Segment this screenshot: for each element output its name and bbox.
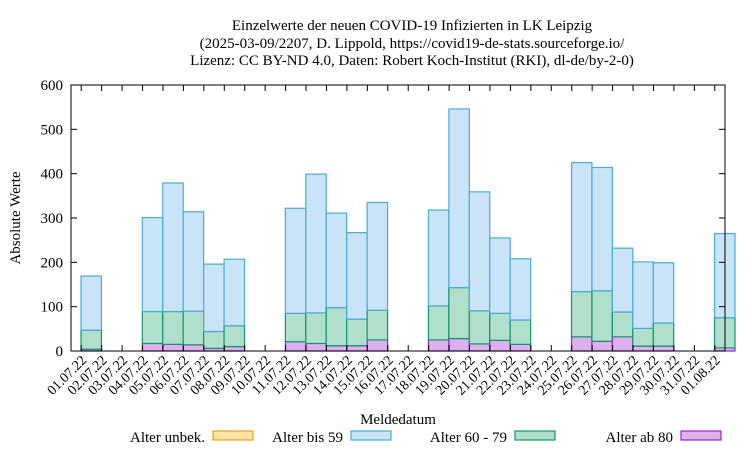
- bar-alter-60-79-20-07-22: [468, 310, 491, 345]
- bar-alter-ab-80-15-07-22: [366, 339, 389, 352]
- bar-alter-bis-59-21-07-22: [489, 237, 511, 314]
- y-tick-label: 0: [56, 344, 64, 360]
- bar-alter-60-79-25-07-22: [570, 290, 593, 338]
- bar-alter-60-79-21-07-22: [489, 312, 511, 341]
- bar-alter-ab-80-28-07-22: [632, 345, 654, 352]
- bar-alter-bis-59-01-07-22: [80, 275, 103, 331]
- x-axis-label: Meldedatum: [360, 412, 436, 428]
- bar-alter-bis-59-05-07-22: [162, 182, 184, 313]
- bar-alter-60-79-11-07-22: [284, 312, 307, 343]
- bar-alter-ab-80-12-07-22: [305, 342, 327, 352]
- chart-title: Einzelwerte der neuen COVID-19 Infiziert…: [190, 18, 634, 69]
- bar-alter-ab-80-27-07-22: [611, 336, 634, 352]
- y-axis-label: Absolute Werte: [8, 171, 24, 264]
- bar-alter-bis-59-15-07-22: [366, 201, 389, 311]
- bar-alter-ab-80-22-07-22: [509, 343, 532, 352]
- bars-layer: [80, 108, 736, 352]
- bar-alter-bis-59-13-07-22: [325, 212, 348, 309]
- bar-alter-ab-80-11-07-22: [284, 341, 307, 352]
- legend-swatch: [350, 430, 392, 441]
- bar-alter-ab-80-04-07-22: [141, 342, 164, 352]
- bar-alter-60-79-28-07-22: [632, 327, 654, 347]
- bar-alter-bis-59-08-07-22: [223, 258, 246, 327]
- bar-alter-bis-59-06-07-22: [182, 211, 205, 312]
- bar-alter-bis-59-29-07-22: [652, 262, 675, 324]
- bar-alter-ab-80-05-07-22: [162, 343, 184, 352]
- bar-alter-60-79-13-07-22: [325, 306, 348, 347]
- bar-alter-60-79-27-07-22: [611, 311, 634, 338]
- bar-alter-ab-80-19-07-22: [448, 337, 470, 352]
- bar-alter-ab-80-06-07-22: [182, 344, 205, 352]
- bar-alter-bis-59-14-07-22: [346, 232, 368, 320]
- bar-alter-ab-80-26-07-22: [591, 340, 613, 352]
- legend-swatch: [212, 430, 254, 441]
- bar-alter-60-79-15-07-22: [366, 309, 389, 341]
- bar-alter-60-79-05-07-22: [162, 310, 184, 345]
- bar-alter-bis-59-20-07-22: [468, 191, 491, 312]
- legend-label: Alter 60 - 79: [430, 430, 507, 446]
- bar-alter-ab-80-14-07-22: [346, 345, 368, 352]
- bar-alter-ab-80-13-07-22: [325, 345, 348, 352]
- bar-alter-60-79-22-07-22: [509, 319, 532, 345]
- bar-alter-60-79-08-07-22: [223, 325, 246, 348]
- chart-title-line-1: Einzelwerte der neuen COVID-19 Infiziert…: [232, 18, 593, 34]
- bar-alter-bis-59-12-07-22: [305, 173, 327, 314]
- bar-alter-ab-80-08-07-22: [223, 345, 246, 352]
- bar-alter-60-79-07-07-22: [203, 330, 225, 349]
- bar-alter-ab-80-20-07-22: [468, 343, 491, 352]
- legend: Alter unbek. Alter bis 59 Alter 60 - 79 Alt…: [130, 430, 722, 446]
- y-axis: 0 100 200 300 400 500 600: [41, 78, 725, 360]
- bar-alter-60-79-19-07-22: [448, 287, 470, 340]
- y-tick-label: 600: [41, 78, 64, 94]
- legend-label: Alter ab 80: [606, 430, 673, 446]
- bar-alter-bis-59-26-07-22: [591, 166, 613, 292]
- bar-alter-60-79-04-07-22: [141, 310, 164, 345]
- y-tick-label: 400: [41, 167, 64, 183]
- y-tick-label: 300: [41, 211, 64, 227]
- y-tick-label: 100: [41, 300, 64, 316]
- legend-label: Alter bis 59: [272, 430, 343, 446]
- bar-alter-bis-59-28-07-22: [632, 261, 654, 329]
- bar-alter-60-79-29-07-22: [652, 322, 675, 347]
- bar-alter-ab-80-18-07-22: [427, 339, 450, 352]
- bar-alter-60-79-18-07-22: [427, 305, 450, 341]
- legend-swatch: [514, 430, 556, 441]
- bar-alter-bis-59-11-07-22: [284, 207, 307, 314]
- legend-label: Alter unbek.: [130, 430, 205, 446]
- bar-alter-bis-59-07-07-22: [203, 263, 225, 333]
- bar-alter-bis-59-19-07-22: [448, 108, 470, 289]
- chart-title-line-2: (2025-03-09/2207, D. Lippold, https://co…: [200, 36, 625, 52]
- bar-alter-bis-59-27-07-22: [611, 247, 634, 313]
- bar-alter-ab-80-25-07-22: [570, 336, 593, 352]
- bar-alter-ab-80-21-07-22: [489, 339, 511, 352]
- chart-title-line-3: Lizenz: CC BY-ND 4.0, Daten: Robert Koch…: [190, 53, 634, 69]
- y-tick-label: 500: [41, 122, 64, 138]
- bar-alter-bis-59-22-07-22: [509, 258, 532, 321]
- bar-alter-60-79-14-07-22: [346, 318, 368, 347]
- bar-alter-bis-59-04-07-22: [141, 216, 164, 313]
- bar-alter-60-79-12-07-22: [305, 312, 327, 345]
- bar-alter-bis-59-25-07-22: [570, 161, 593, 293]
- y-tick-label: 200: [41, 255, 64, 271]
- bar-alter-bis-59-18-07-22: [427, 209, 450, 307]
- bar-alter-60-79-26-07-22: [591, 290, 613, 342]
- bar-alter-ab-80-29-07-22: [652, 345, 675, 352]
- bar-alter-60-79-01-07-22: [80, 329, 103, 350]
- legend-swatch: [680, 430, 722, 441]
- bar-alter-60-79-06-07-22: [182, 310, 205, 346]
